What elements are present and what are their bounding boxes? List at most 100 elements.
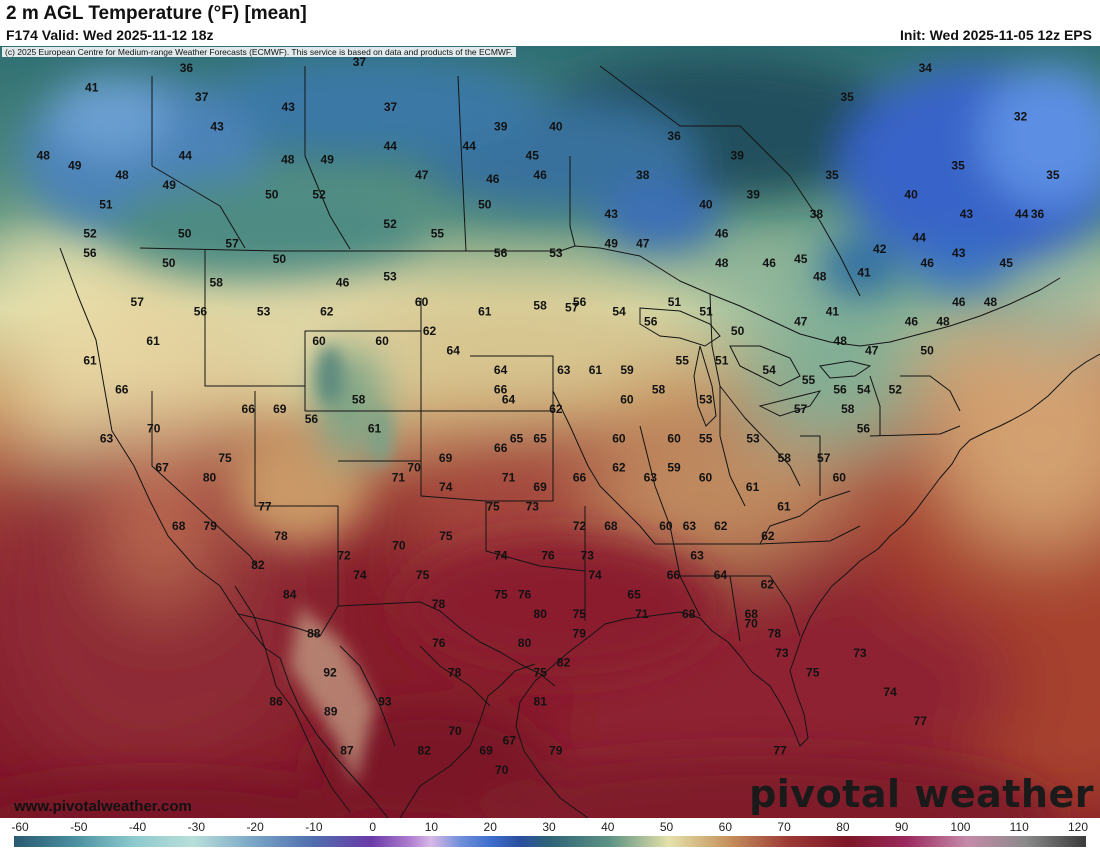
temperature-label: 63 bbox=[644, 470, 658, 484]
temperature-label: 52 bbox=[383, 217, 397, 231]
temperature-label: 60 bbox=[612, 431, 626, 445]
colorbar-tick-label: 50 bbox=[659, 820, 674, 834]
temperature-label: 66 bbox=[573, 470, 587, 484]
temperature-label: 81 bbox=[534, 695, 548, 709]
temperature-label: 60 bbox=[312, 334, 326, 348]
temperature-label: 62 bbox=[612, 461, 626, 475]
temperature-label: 35 bbox=[1046, 168, 1060, 182]
temperature-label: 42 bbox=[873, 242, 887, 256]
temperature-label: 60 bbox=[415, 295, 429, 309]
temperature-label: 61 bbox=[746, 480, 760, 494]
temperature-label: 70 bbox=[392, 539, 406, 553]
temperature-label: 40 bbox=[549, 119, 563, 133]
temperature-label: 58 bbox=[210, 275, 224, 289]
temperature-label: 46 bbox=[921, 256, 935, 270]
temperature-label: 46 bbox=[763, 256, 777, 270]
temperature-label: 56 bbox=[857, 422, 871, 436]
temperature-label: 46 bbox=[486, 172, 500, 186]
temperature-label: 58 bbox=[352, 392, 366, 406]
colorbar-tick-label: 110 bbox=[1009, 820, 1029, 834]
temperature-label: 57 bbox=[131, 295, 145, 309]
temperature-label: 66 bbox=[115, 383, 129, 397]
temperature-label: 58 bbox=[533, 299, 547, 313]
temperature-label: 82 bbox=[418, 743, 432, 757]
temperature-label: 39 bbox=[494, 119, 508, 133]
temperature-label: 43 bbox=[960, 207, 974, 221]
temperature-label: 48 bbox=[715, 256, 729, 270]
temperature-label: 46 bbox=[952, 295, 966, 309]
temperature-label: 66 bbox=[494, 441, 508, 455]
temperature-label: 45 bbox=[1000, 256, 1014, 270]
temperature-label: 75 bbox=[806, 665, 820, 679]
temperature-label: 53 bbox=[383, 269, 397, 283]
temperature-label: 93 bbox=[378, 695, 392, 709]
temperature-label: 47 bbox=[865, 344, 879, 358]
temperature-label: 43 bbox=[210, 119, 224, 133]
temperature-label: 44 bbox=[463, 139, 477, 153]
temperature-label: 68 bbox=[682, 607, 696, 621]
temperature-label: 76 bbox=[541, 548, 555, 562]
temperature-label: 60 bbox=[375, 334, 389, 348]
website-link[interactable]: www.pivotalweather.com bbox=[14, 798, 192, 815]
temperature-field bbox=[0, 46, 1100, 818]
temperature-label: 70 bbox=[147, 422, 161, 436]
temperature-label: 69 bbox=[439, 451, 453, 465]
temperature-label: 44 bbox=[913, 230, 927, 244]
temperature-label: 41 bbox=[857, 266, 871, 280]
temperature-label: 39 bbox=[731, 149, 745, 163]
temperature-label: 41 bbox=[826, 305, 840, 319]
temperature-label: 34 bbox=[919, 61, 933, 75]
temperature-label: 63 bbox=[683, 519, 697, 533]
colorbar-tick-label: 100 bbox=[950, 820, 971, 834]
temperature-label: 75 bbox=[534, 665, 548, 679]
colorbar-tick-label: 70 bbox=[777, 820, 791, 834]
temperature-label: 62 bbox=[320, 305, 334, 319]
colorbar-ticks: -60 -50 -40 -30 -20 -10 0 10 20 30 40 50 60 70 80 90 100… bbox=[0, 820, 1100, 834]
temperature-label: 36 bbox=[667, 129, 681, 143]
temperature-label: 76 bbox=[432, 636, 446, 650]
political-boundaries bbox=[59, 65, 1100, 818]
temperature-label: 40 bbox=[699, 197, 713, 211]
temperature-label: 46 bbox=[715, 227, 729, 241]
temperature-label: 56 bbox=[833, 383, 847, 397]
temperature-label: 59 bbox=[620, 363, 634, 377]
temperature-label: 55 bbox=[431, 227, 445, 241]
temperature-label: 56 bbox=[83, 246, 97, 260]
temperature-label: 54 bbox=[857, 383, 871, 397]
temperature-label: 49 bbox=[321, 152, 335, 166]
temperature-label: 74 bbox=[439, 480, 453, 494]
temperature-label: 77 bbox=[773, 743, 787, 757]
temperature-label: 50 bbox=[731, 324, 745, 338]
temperature-label: 84 bbox=[283, 587, 297, 601]
temperature-label: 73 bbox=[853, 646, 867, 660]
temperature-label: 77 bbox=[914, 714, 928, 728]
temperature-label: 47 bbox=[636, 236, 650, 250]
temperature-label: 82 bbox=[251, 558, 265, 572]
temperature-label: 92 bbox=[323, 665, 337, 679]
temperature-label: 82 bbox=[557, 656, 571, 670]
temperature-label: 36 bbox=[180, 61, 194, 75]
temperature-label: 74 bbox=[883, 685, 897, 699]
temperature-label: 50 bbox=[478, 197, 492, 211]
temperature-label: 75 bbox=[494, 587, 508, 601]
temperature-label: 46 bbox=[905, 314, 919, 328]
temperature-label: 69 bbox=[273, 402, 287, 416]
temperature-label: 41 bbox=[85, 80, 99, 94]
temperature-label: 39 bbox=[747, 188, 761, 202]
temperature-label: 58 bbox=[841, 402, 855, 416]
temperature-map[interactable]: 36 37 34 35 32 41 37 43 43 37 39 40 36 39 35 35 35 36 48 49… bbox=[0, 46, 1100, 818]
temperature-label: 51 bbox=[699, 305, 713, 319]
temperature-label: 65 bbox=[510, 431, 524, 445]
temperature-label: 63 bbox=[557, 363, 571, 377]
temperature-label: 69 bbox=[479, 743, 493, 757]
temperature-label: 48 bbox=[281, 152, 295, 166]
temperature-label: 45 bbox=[526, 149, 540, 163]
temperature-label: 69 bbox=[533, 480, 547, 494]
temperature-label: 62 bbox=[714, 519, 728, 533]
temperature-label: 70 bbox=[407, 461, 421, 475]
temperature-label: 38 bbox=[636, 168, 650, 182]
temperature-label: 35 bbox=[951, 158, 965, 172]
colorbar-tick-label: 90 bbox=[894, 820, 909, 834]
temperature-label: 46 bbox=[533, 168, 547, 182]
temperature-label: 65 bbox=[533, 431, 547, 445]
